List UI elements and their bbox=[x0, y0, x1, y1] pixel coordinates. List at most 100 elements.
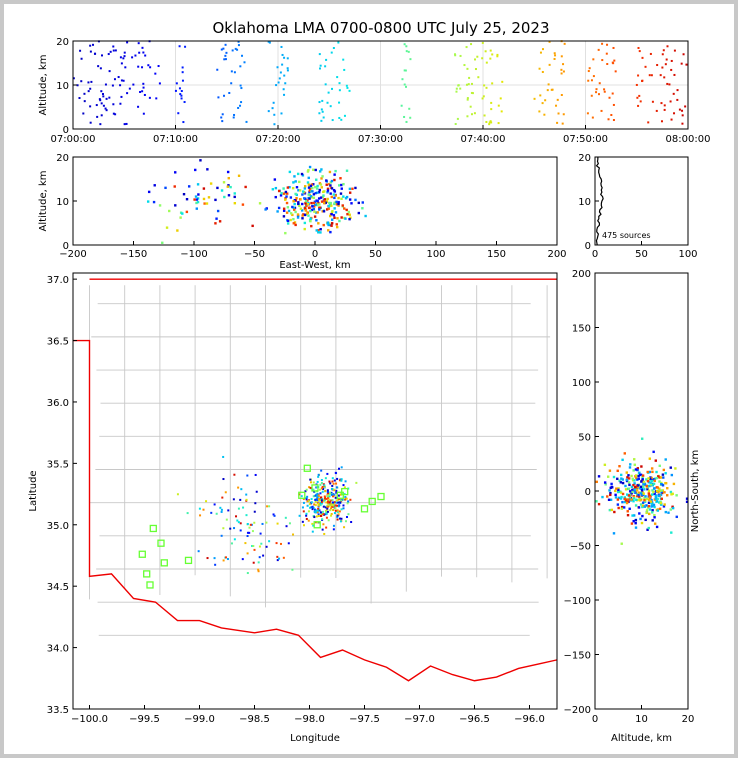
time-altitude-point bbox=[181, 71, 184, 74]
time-altitude-point bbox=[114, 49, 117, 52]
time-altitude-point bbox=[496, 55, 499, 58]
lma-station bbox=[157, 539, 165, 547]
ns-altitude-point bbox=[604, 483, 607, 486]
ew-altitude-point bbox=[305, 204, 308, 208]
plan-view-point bbox=[206, 557, 209, 560]
plan-view-point bbox=[312, 524, 315, 527]
time-altitude-point bbox=[465, 46, 468, 49]
time-altitude-point bbox=[95, 104, 98, 107]
ew-altitude-point bbox=[335, 225, 339, 229]
time-altitude-point bbox=[663, 108, 666, 111]
plan-view-point bbox=[253, 510, 256, 513]
ns-altitude-point bbox=[653, 514, 656, 517]
time-altitude-point bbox=[224, 58, 227, 61]
plan-view-point bbox=[330, 512, 333, 515]
plan-view-point bbox=[311, 522, 314, 525]
time-altitude-point bbox=[606, 43, 609, 46]
time-altitude-point bbox=[562, 113, 565, 116]
plan-view-point bbox=[316, 509, 319, 512]
time-altitude-point bbox=[112, 112, 115, 115]
time-altitude-point bbox=[670, 118, 673, 121]
plan-view-point bbox=[325, 497, 328, 500]
ns-altitude-point bbox=[609, 486, 612, 490]
ns-altitude-point bbox=[645, 504, 648, 507]
plan-view-point bbox=[345, 497, 348, 500]
ns-altitude-point bbox=[635, 488, 639, 492]
ew-altitude-point bbox=[315, 187, 319, 190]
time-altitude-point bbox=[592, 75, 595, 78]
ew-altitude-point bbox=[327, 205, 331, 208]
plan-view-point bbox=[230, 542, 233, 545]
plan-view-point bbox=[305, 514, 308, 517]
ew-altitude-point bbox=[202, 197, 206, 201]
time-altitude-point bbox=[470, 43, 473, 46]
ns-altitude-point bbox=[624, 488, 628, 491]
ew-altitude-point bbox=[316, 191, 319, 194]
ns-altitude-point bbox=[674, 467, 677, 470]
ns-altitude-point bbox=[661, 484, 665, 487]
plan-view-point bbox=[313, 516, 316, 519]
plan-view-point bbox=[305, 488, 308, 491]
ew-altitude-point bbox=[322, 194, 325, 197]
plan-view-point bbox=[333, 479, 336, 482]
time-altitude-point bbox=[605, 52, 608, 55]
plan-view-point bbox=[224, 556, 227, 559]
ns-altitude-point bbox=[644, 518, 647, 522]
ew-altitude-point bbox=[229, 185, 232, 189]
ns-altitude-point bbox=[645, 478, 648, 481]
time-altitude-point bbox=[477, 76, 480, 79]
plan-view-point bbox=[331, 480, 334, 483]
time-altitude-point bbox=[541, 102, 544, 105]
ew-altitude-point bbox=[258, 202, 262, 205]
ew-altitude-point bbox=[322, 210, 326, 213]
plan-view-point bbox=[314, 504, 317, 507]
ew-altitude-point bbox=[282, 215, 286, 218]
time-altitude-point bbox=[470, 91, 473, 94]
ns-altitude-point bbox=[658, 507, 662, 511]
time-altitude-point bbox=[597, 48, 600, 51]
ew-altitude-point bbox=[315, 229, 318, 232]
ns-altitude-point bbox=[640, 493, 644, 497]
ns-altitude-point bbox=[641, 514, 644, 518]
ew-altitude-point bbox=[271, 188, 275, 191]
ew-altitude-point bbox=[332, 214, 336, 217]
ns-altitude-point bbox=[643, 488, 646, 491]
ns-altitude-point bbox=[640, 465, 643, 468]
plan-view-point bbox=[333, 489, 336, 492]
time-altitude-point bbox=[457, 84, 460, 87]
ew-altitude-point bbox=[285, 201, 289, 205]
time-altitude-point bbox=[318, 112, 321, 115]
ew-altitude-point bbox=[315, 178, 318, 181]
ns-altitude-point bbox=[631, 490, 634, 494]
ew-altitude-point bbox=[298, 189, 302, 192]
time-altitude-point bbox=[543, 113, 546, 116]
time-altitude-point bbox=[455, 90, 458, 93]
ew-altitude-point bbox=[233, 195, 236, 199]
ew-altitude-point bbox=[348, 187, 352, 191]
altitude-histogram-line bbox=[595, 156, 604, 246]
plan-view-point bbox=[245, 514, 248, 517]
ns-altitude-point bbox=[632, 497, 636, 500]
plan-view-point bbox=[331, 509, 334, 512]
time-altitude-point bbox=[673, 112, 676, 115]
plan-view-point bbox=[309, 502, 312, 505]
ns-altitude-point bbox=[660, 489, 663, 492]
time-altitude-point bbox=[556, 98, 559, 101]
ns-altitude-point bbox=[660, 497, 663, 501]
plan-view-point bbox=[332, 493, 335, 496]
plan-view-point bbox=[306, 504, 309, 507]
time-altitude-point bbox=[587, 70, 590, 73]
plan-view-point bbox=[330, 493, 333, 496]
time-altitude-point bbox=[239, 65, 242, 68]
ns-altitude-point bbox=[623, 497, 627, 501]
plan-view-point bbox=[279, 542, 282, 545]
ew-altitude-point bbox=[264, 208, 267, 211]
time-altitude-point bbox=[119, 102, 122, 105]
lat-tick-label: 34.0 bbox=[47, 644, 69, 655]
time-altitude-point bbox=[603, 88, 606, 91]
plan-view-point bbox=[323, 484, 326, 487]
plan-view-point bbox=[253, 548, 256, 551]
ew-altitude-point bbox=[327, 182, 331, 186]
time-altitude-point bbox=[408, 107, 411, 110]
time-altitude-point bbox=[342, 58, 345, 61]
